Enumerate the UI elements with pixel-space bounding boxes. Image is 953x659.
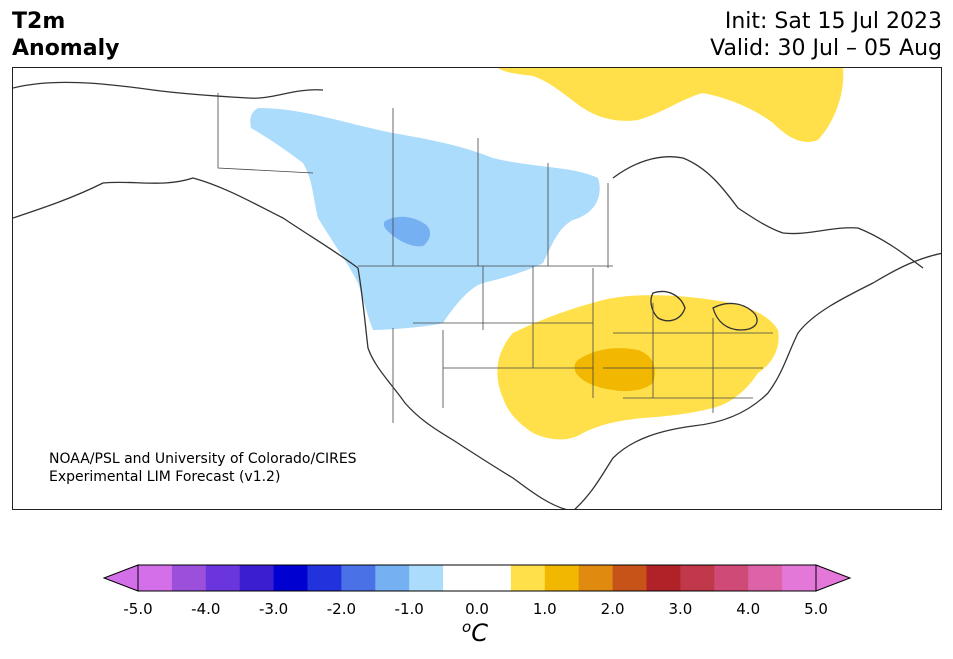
colorbar-tick-label: 5.0 [804, 600, 828, 618]
colorbar-cell [375, 565, 410, 591]
init-date: Init: Sat 15 Jul 2023 [724, 9, 942, 34]
colorbar-over-arrow [815, 564, 852, 592]
colorbar-tick-label: -1.0 [394, 600, 424, 618]
colorbar-cell [646, 565, 681, 591]
colorbar-tick-label: 4.0 [736, 600, 761, 618]
title-line-2: Anomaly [12, 36, 120, 61]
unit-base: C [471, 619, 488, 647]
colorbar-cell [748, 565, 783, 591]
warm-anomaly-core [574, 348, 655, 392]
colorbar-cell [205, 565, 241, 591]
colorbar-cell [578, 565, 614, 591]
colorbar-tick-label: 3.0 [668, 600, 693, 618]
colorbar-cell [612, 565, 647, 591]
colorbar-cell [680, 565, 715, 591]
colorbar-outline [137, 564, 817, 592]
cold-anomaly-core [383, 216, 431, 247]
credit-line-1: NOAA/PSL and University of Colorado/CIRE… [49, 451, 357, 467]
credit-line-2: Experimental LIM Forecast (v1.2) [49, 469, 281, 485]
colorbar-cell [138, 565, 173, 591]
borders [217, 93, 773, 423]
colorbar-cell [273, 565, 308, 591]
degree-sup: o [462, 618, 472, 636]
colorbar-cell [409, 565, 444, 591]
colorbar-tick-label: 0.0 [465, 600, 489, 618]
colorbar-cell [714, 565, 749, 591]
colorbar-cell [544, 565, 580, 591]
colorbar-tick-label: -4.0 [191, 600, 221, 618]
colorbar-cell [307, 565, 342, 591]
colorbar-cell [443, 565, 478, 591]
forecast-dates: Init: Sat 15 Jul 2023 Valid: 30 Jul – 05… [710, 8, 942, 62]
colorbar-tick-label: 2.0 [600, 600, 625, 618]
colorbar-cell [477, 565, 512, 591]
title-line-1: T2m [12, 9, 66, 34]
colorbar-cell [171, 565, 207, 591]
colorbar-tick-label: -3.0 [258, 600, 289, 618]
colorbar-tick-label: 1.0 [532, 600, 557, 618]
colorbar-under-arrow [102, 564, 139, 592]
credit-text: NOAA/PSL and University of Colorado/CIRE… [49, 450, 357, 486]
anomaly-map [13, 68, 941, 509]
cold-anomaly-region [250, 108, 600, 330]
map-panel [12, 67, 942, 510]
colorbar-tick-label: -5.0 [123, 600, 153, 618]
colorbar-cell [510, 565, 546, 591]
unit-label: oC [462, 618, 488, 647]
colorbar-cell [239, 565, 275, 591]
colorbar-cell [341, 565, 376, 591]
colorbar-tick-label: -2.0 [326, 600, 357, 618]
map-title: T2m Anomaly [12, 8, 119, 62]
arctic-warm-region [498, 68, 844, 143]
coastlines [13, 81, 941, 509]
valid-date: Valid: 30 Jul – 05 Aug [710, 36, 942, 61]
colorbar-cell [782, 565, 817, 591]
